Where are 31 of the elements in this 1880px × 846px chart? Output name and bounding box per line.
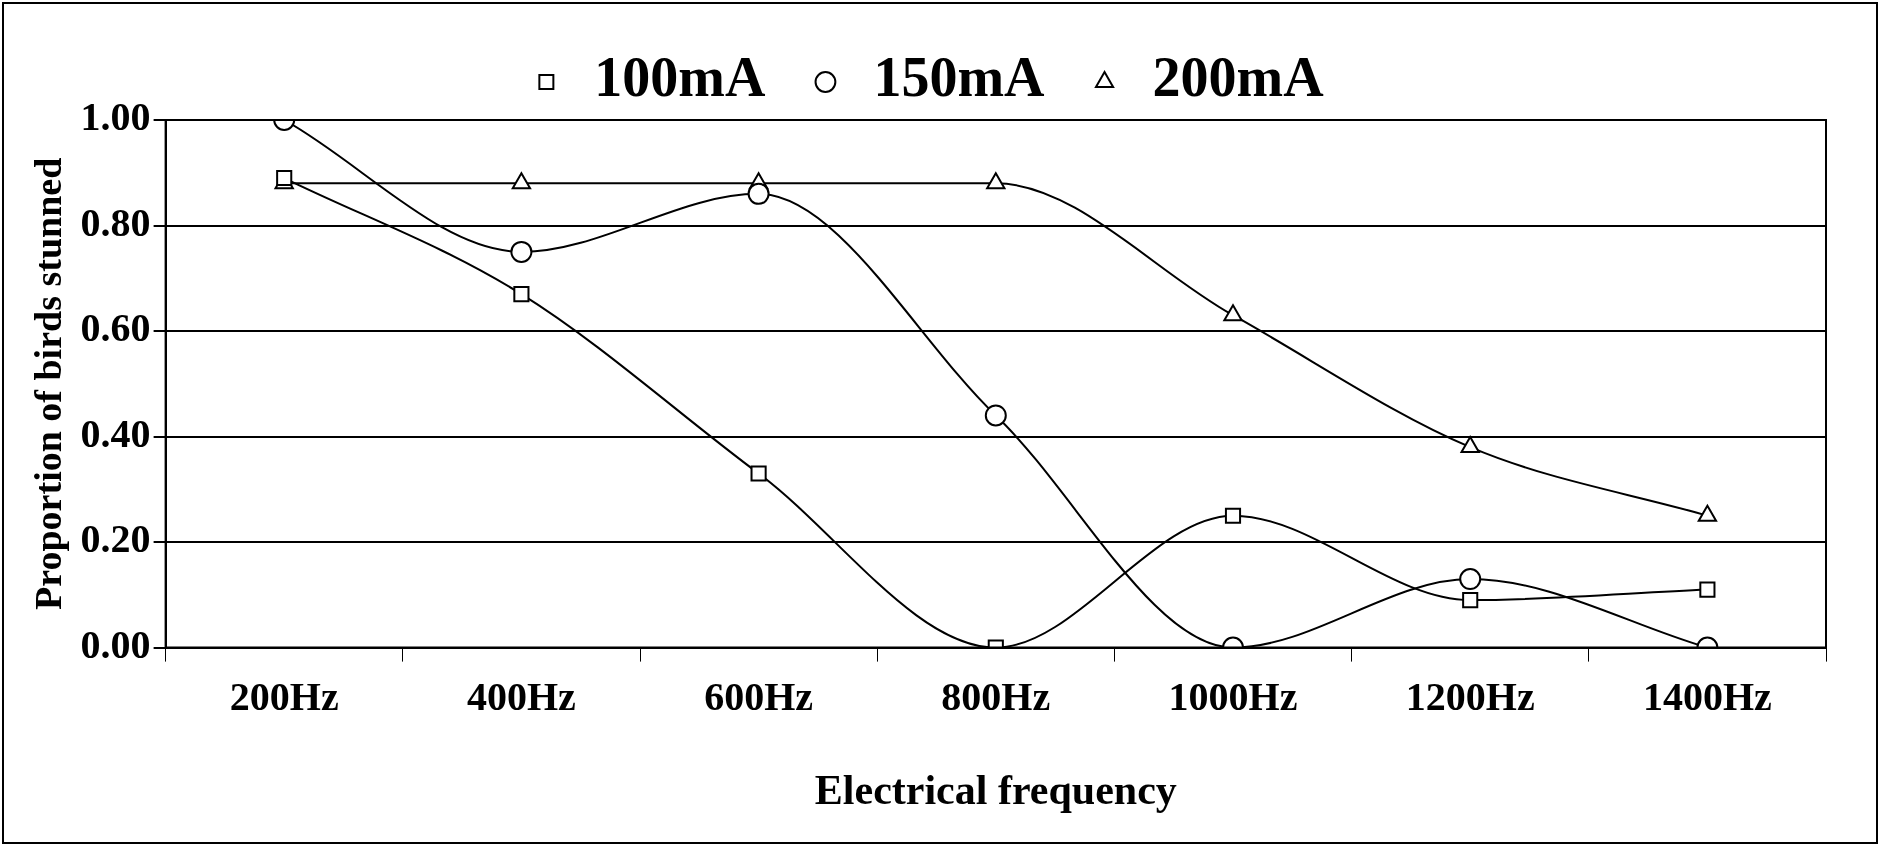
point	[513, 286, 530, 303]
x-tick-label: 1200Hz	[1405, 673, 1535, 719]
legend-label: 100mA	[594, 46, 767, 109]
point	[1460, 436, 1480, 454]
legend-label: 200mA	[1152, 46, 1325, 109]
y-tick-label: 0.00	[80, 621, 151, 667]
point	[986, 172, 1006, 190]
legend-label: 150mA	[873, 46, 1046, 109]
x-tick-label: 600Hz	[704, 673, 814, 719]
point	[747, 182, 770, 205]
y-tick-label: 0.60	[80, 305, 151, 351]
point	[1223, 304, 1243, 322]
x-tick-label: 1000Hz	[1168, 673, 1298, 719]
point	[750, 465, 767, 482]
point	[511, 172, 532, 190]
y-axis-title: Proportion of birds stunned	[26, 157, 69, 610]
x-tick-label: 800Hz	[941, 673, 1051, 719]
y-tick-label: 1.00	[80, 94, 151, 140]
x-tick-label: 200Hz	[229, 673, 339, 719]
y-tick-label: 0.20	[80, 516, 151, 562]
point	[510, 240, 533, 263]
y-tick-label: 0.80	[80, 199, 151, 245]
x-tick-label: 400Hz	[466, 673, 576, 719]
point	[1459, 568, 1482, 591]
point	[984, 404, 1007, 427]
x-tick-label: 1400Hz	[1642, 673, 1772, 719]
point	[1699, 581, 1716, 598]
point	[1462, 592, 1479, 609]
x-axis-title: Electrical frequency	[814, 766, 1177, 813]
y-tick-label: 0.40	[80, 410, 151, 456]
point	[1224, 507, 1242, 524]
